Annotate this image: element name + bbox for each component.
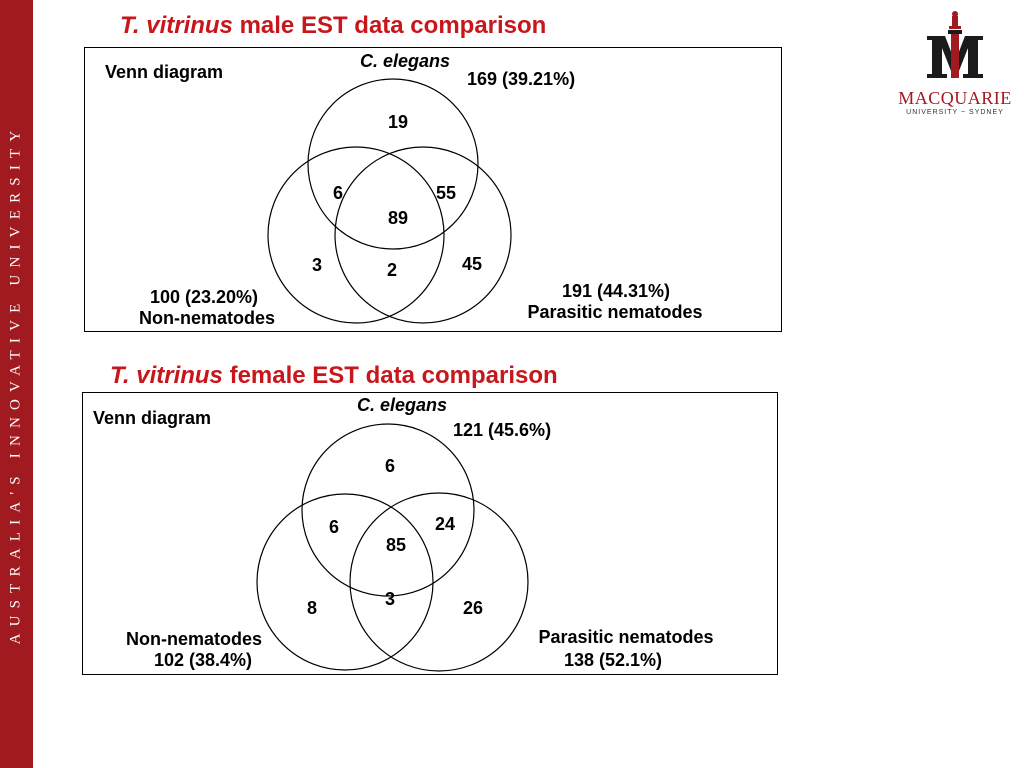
male-left-set-count: 100 (23.20%) bbox=[149, 287, 259, 307]
male-circle-non-nematodes bbox=[267, 146, 445, 324]
female-title-species: T. vitrinus bbox=[110, 362, 223, 389]
male-title-rest: male EST data comparison bbox=[232, 12, 547, 39]
female-top-set-count: 121 (45.6%) bbox=[453, 420, 552, 440]
male-right-set-count: 191 (44.31%) bbox=[561, 281, 671, 301]
male-region-top-only: 19 bbox=[387, 112, 409, 132]
male-venn-label: Venn diagram bbox=[105, 62, 224, 82]
male-region-top-right: 55 bbox=[435, 183, 457, 203]
female-region-top-only: 6 bbox=[384, 456, 396, 476]
male-region-top-left: 6 bbox=[332, 183, 344, 203]
logo-subtitle: UNIVERSITY ~ SYDNEY bbox=[906, 109, 1004, 116]
female-region-right-only: 26 bbox=[462, 598, 484, 618]
logo-wordmark: MACQUARIE bbox=[898, 88, 1012, 108]
male-right-set-name: Parasitic nematodes bbox=[527, 302, 703, 322]
female-title-rest: female EST data comparison bbox=[222, 362, 558, 389]
female-circle-non-nematodes bbox=[256, 493, 434, 671]
male-circle-parasitic-nematodes bbox=[334, 146, 512, 324]
female-region-all: 85 bbox=[385, 535, 407, 555]
male-circle-c-elegans bbox=[307, 78, 479, 250]
female-region-top-left: 6 bbox=[328, 517, 340, 537]
female-circle-parasitic-nematodes bbox=[349, 492, 529, 672]
female-region-top-right: 24 bbox=[434, 514, 456, 534]
university-logo: MACQUARIE UNIVERSITY ~ SYDNEY bbox=[893, 8, 1017, 124]
male-venn-box bbox=[84, 47, 782, 332]
female-right-set-count: 138 (52.1%) bbox=[563, 650, 663, 670]
male-region-right-only: 45 bbox=[461, 254, 483, 274]
female-top-set-name: C. elegans bbox=[357, 395, 448, 415]
female-circle-c-elegans bbox=[301, 423, 475, 597]
university-side-band: AUSTRALIA'S INNOVATIVE UNIVERSITY bbox=[0, 0, 33, 768]
female-section-title: T. vitrinus female EST data comparison bbox=[110, 362, 558, 390]
female-venn-label: Venn diagram bbox=[93, 408, 212, 428]
male-region-left-right: 2 bbox=[386, 260, 398, 280]
male-region-left-only: 3 bbox=[311, 255, 323, 275]
male-title-species: T. vitrinus bbox=[120, 12, 233, 39]
male-region-all: 89 bbox=[387, 208, 409, 228]
female-region-left-only: 8 bbox=[306, 598, 318, 618]
female-left-set-name: Non-nematodes bbox=[125, 629, 263, 649]
female-region-left-right: 3 bbox=[384, 589, 396, 609]
male-top-set-count: 169 (39.21%) bbox=[467, 69, 576, 89]
male-top-set-name: C. elegans bbox=[360, 51, 451, 71]
male-section-title: T. vitrinus male EST data comparison bbox=[120, 12, 546, 40]
male-left-set-name: Non-nematodes bbox=[138, 308, 276, 328]
female-left-set-count: 102 (38.4%) bbox=[153, 650, 253, 670]
female-right-set-name: Parasitic nematodes bbox=[538, 627, 714, 647]
macquarie-crest-icon bbox=[927, 11, 983, 78]
female-venn-box bbox=[82, 392, 778, 675]
